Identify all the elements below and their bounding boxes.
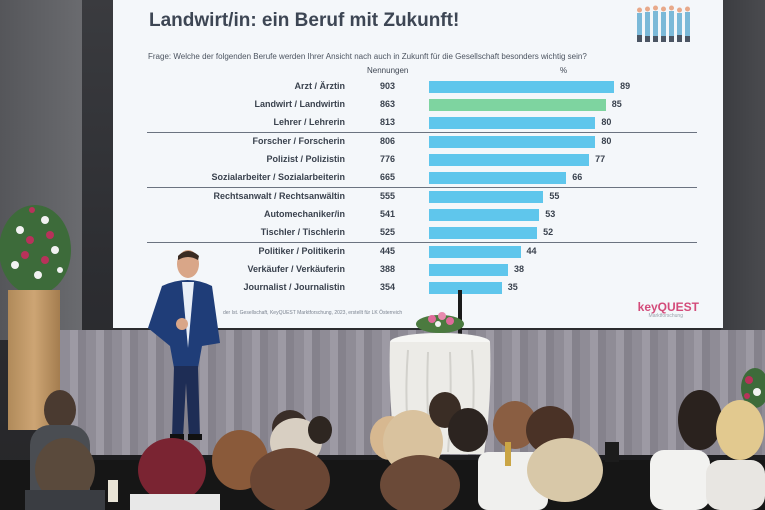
- projection-screen: Landwirt/in: ein Beruf mit Zukunft! Frag…: [113, 0, 723, 328]
- bar: [429, 209, 540, 221]
- bar: [429, 191, 544, 203]
- percent-value: 44: [526, 246, 537, 256]
- audience-crowd: [0, 390, 765, 510]
- chart-row: Rechtsanwalt / Rechtsanwältin 555 55: [113, 188, 723, 206]
- bar: [429, 264, 509, 276]
- flower-arrangement-right: [741, 368, 765, 408]
- percent-value: 53: [545, 209, 556, 219]
- table-flower-centerpiece: [416, 312, 464, 333]
- percent-value: 52: [543, 227, 554, 237]
- category-label: Automechaniker/in: [263, 209, 345, 219]
- count-column-header: Nennungen: [367, 66, 409, 75]
- right-wall: [721, 0, 765, 340]
- keyquest-logo: keyQUEST: [637, 300, 699, 314]
- slide-title: Landwirt/in: ein Beruf mit Zukunft!: [149, 10, 460, 31]
- count-value: 388: [380, 264, 396, 274]
- category-label: Journalist / Journalistin: [243, 282, 345, 292]
- percent-value: 38: [514, 264, 525, 274]
- count-value: 903: [380, 81, 396, 91]
- chart-row: Journalist / Journalistin 354 35: [113, 279, 723, 297]
- count-value: 445: [380, 246, 396, 256]
- microphone-stand: [458, 290, 462, 335]
- percent-value: 80: [601, 117, 612, 127]
- category-label: Polizist / Polizistin: [266, 154, 345, 164]
- category-label: Verkäufer / Verkäuferin: [247, 264, 345, 274]
- group-separator: [147, 242, 697, 243]
- chart-row: Lehrer / Lehrerin 813 80: [113, 114, 723, 132]
- percent-column-header: %: [560, 66, 568, 75]
- category-label: Forscher / Forscherin: [252, 136, 345, 146]
- bar: [429, 282, 502, 294]
- chart-row: Verkäufer / Verkäuferin 388 38: [113, 261, 723, 279]
- bar: [429, 117, 596, 129]
- count-value: 806: [380, 136, 396, 146]
- category-label: Arzt / Ärztin: [294, 81, 346, 91]
- bar: [429, 246, 521, 258]
- percent-value: 35: [507, 282, 518, 292]
- count-value: 525: [380, 227, 396, 237]
- category-label: Lehrer / Lehrerin: [273, 117, 345, 127]
- percent-value: 80: [601, 136, 612, 146]
- bar: [429, 154, 590, 166]
- percent-value: 66: [572, 172, 583, 182]
- speaker-figure: [148, 250, 220, 440]
- percent-value: 89: [620, 81, 631, 91]
- count-value: 555: [380, 191, 396, 201]
- survey-question: Frage: Welche der folgenden Berufe werde…: [148, 52, 587, 61]
- slide-footnote: der Ist. Gesellschaft, KeyQUEST Marktfor…: [223, 310, 403, 316]
- count-value: 354: [380, 282, 396, 292]
- chart-row: Automechaniker/in 541 53: [113, 206, 723, 224]
- chart-row: Tischler / Tischlerin 525 52: [113, 224, 723, 242]
- percent-value: 85: [611, 99, 622, 109]
- chart-row: Polizist / Polizistin 776 77: [113, 151, 723, 169]
- bar: [429, 136, 596, 148]
- bar: [429, 227, 538, 239]
- flower-arrangement-left: [0, 205, 71, 295]
- group-separator: [147, 132, 697, 133]
- category-label: Politiker / Politikerin: [258, 246, 345, 256]
- count-value: 665: [380, 172, 396, 182]
- chart-row: Landwirt / Landwirtin 863 85: [113, 96, 723, 114]
- bar: [429, 172, 567, 184]
- count-value: 863: [380, 99, 396, 109]
- bar: [429, 99, 606, 111]
- people-group-icon: [637, 5, 690, 42]
- chart-row: Sozialarbeiter / Sozialarbeiterin 665 66: [113, 169, 723, 187]
- chart-row: Arzt / Ärztin 903 89: [113, 78, 723, 96]
- keyquest-logo-subtitle: Marktforschung: [648, 313, 683, 319]
- category-label: Rechtsanwalt / Rechtsanwältin: [213, 191, 345, 201]
- group-separator: [147, 187, 697, 188]
- chart-row: Forscher / Forscherin 806 80: [113, 133, 723, 151]
- count-value: 813: [380, 117, 396, 127]
- category-label: Landwirt / Landwirtin: [254, 99, 346, 109]
- category-label: Tischler / Tischlerin: [260, 227, 345, 237]
- percent-value: 55: [549, 191, 560, 201]
- chart-row: Politiker / Politikerin 445 44: [113, 243, 723, 261]
- count-value: 541: [380, 209, 396, 219]
- category-label: Sozialarbeiter / Sozialarbeiterin: [211, 172, 345, 182]
- bar-chart: Arzt / Ärztin 903 89 Landwirt / Landwirtin 8…: [113, 78, 723, 297]
- count-value: 776: [380, 154, 396, 164]
- percent-value: 77: [595, 154, 606, 164]
- bar: [429, 81, 615, 93]
